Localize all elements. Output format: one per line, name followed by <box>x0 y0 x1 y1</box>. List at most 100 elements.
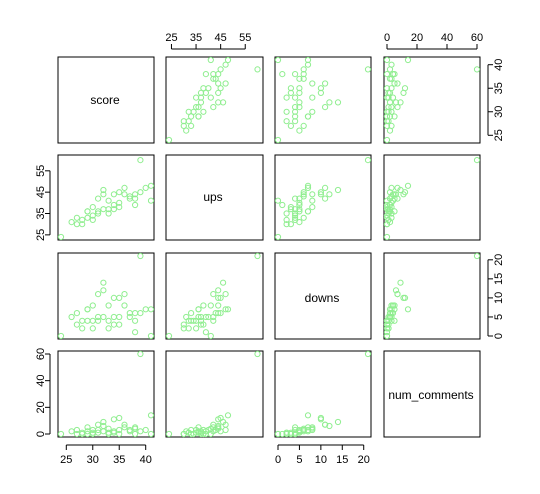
scatter-point <box>304 61 312 68</box>
scatter-point <box>207 302 214 309</box>
scatter-point <box>317 85 324 92</box>
scatter-point <box>274 233 282 241</box>
scatter-point <box>274 56 282 64</box>
scatter-point <box>142 306 149 313</box>
scatter-point <box>79 221 86 228</box>
scatter-point <box>322 184 329 191</box>
scatter-point <box>207 332 214 340</box>
scatter-point <box>388 306 395 313</box>
scatter-point <box>287 122 294 130</box>
scatter-point <box>110 201 118 209</box>
scatter-point <box>292 195 299 202</box>
scatter-point <box>300 122 307 130</box>
scatter-point <box>397 279 404 286</box>
scatter-point <box>89 325 96 332</box>
scatter-point <box>121 291 128 298</box>
panel-border <box>57 350 155 438</box>
scatter-point <box>283 216 290 223</box>
panel-border <box>383 154 481 241</box>
scatter-point <box>283 108 290 115</box>
scatter-point <box>132 201 139 209</box>
scatter-point <box>326 422 333 430</box>
scatter-point <box>388 61 395 68</box>
panel-border <box>383 252 481 340</box>
var-label-ups: ups <box>203 190 222 204</box>
scatter-point <box>383 201 391 209</box>
scatter-point <box>132 195 139 202</box>
scatter-point <box>180 321 187 328</box>
panel-border <box>274 56 372 144</box>
scatter-point <box>364 66 372 73</box>
panel-border <box>274 252 372 340</box>
scatter-point <box>326 191 333 198</box>
scatter-point <box>95 195 102 202</box>
scatter-point <box>279 201 286 209</box>
scatter-point <box>292 94 299 101</box>
scatter-point <box>73 214 81 221</box>
scatter-point <box>397 99 404 106</box>
scatter-point <box>215 294 222 301</box>
scatter-point <box>309 191 316 198</box>
scatter-point <box>95 317 102 324</box>
scatter-point <box>84 208 91 215</box>
panel-border <box>383 56 481 144</box>
tick-label: 60 <box>35 348 47 360</box>
scatter-point <box>207 430 214 438</box>
scatter-point <box>190 108 197 115</box>
scatter-point <box>73 221 81 228</box>
scatter-point <box>279 430 286 438</box>
scatter-point <box>364 350 372 358</box>
scatter-point <box>95 210 102 217</box>
scatter-point <box>105 210 112 217</box>
scatter-point <box>210 104 217 111</box>
tick-label: 0 <box>384 32 390 44</box>
scatter-point <box>296 75 303 82</box>
scatter-point <box>292 104 299 111</box>
scatter-point <box>200 108 207 115</box>
scatter-point <box>309 80 316 87</box>
tick-label: 40 <box>493 59 505 71</box>
scatter-point <box>137 428 144 435</box>
scatter-point <box>100 287 107 294</box>
scatter-point <box>68 313 75 321</box>
scatter-point <box>334 186 342 194</box>
scatter-point <box>334 418 342 426</box>
scatter-point <box>188 310 195 317</box>
scatter-point <box>283 118 290 125</box>
scatter-point <box>73 426 81 434</box>
scatter-point <box>383 56 391 64</box>
scatter-point <box>110 191 118 198</box>
tick-label: 45 <box>35 186 47 198</box>
scatter-point <box>287 85 294 92</box>
scatter-point <box>110 321 118 328</box>
scatter-point <box>200 302 207 309</box>
scatter-point <box>383 197 391 204</box>
tick-label: 40 <box>140 454 152 466</box>
scatter-point <box>383 321 391 328</box>
tick-label: 20 <box>411 32 423 44</box>
scatter-point <box>79 325 86 332</box>
scatter-point <box>165 136 173 144</box>
scatter-point <box>388 317 395 324</box>
scatter-point <box>126 193 133 200</box>
scatter-point <box>322 80 329 87</box>
scatter-point <box>283 429 290 436</box>
scatter-point <box>309 108 316 115</box>
scatter-point <box>386 313 394 321</box>
scatter-point <box>300 214 307 221</box>
scatter-point <box>304 182 312 189</box>
scatter-point <box>147 197 155 204</box>
scatter-point <box>95 291 102 298</box>
scatter-point <box>132 430 139 438</box>
scatter-point <box>392 99 400 106</box>
scatter-point <box>126 428 133 435</box>
tick-label: 40 <box>441 32 453 44</box>
scatter-point <box>132 329 139 336</box>
scatter-point <box>254 350 261 358</box>
scatter-point <box>84 424 91 431</box>
scatter-point <box>210 424 217 431</box>
scatter-point <box>137 252 144 260</box>
scatter-point <box>304 113 312 120</box>
scatter-point <box>300 428 307 435</box>
